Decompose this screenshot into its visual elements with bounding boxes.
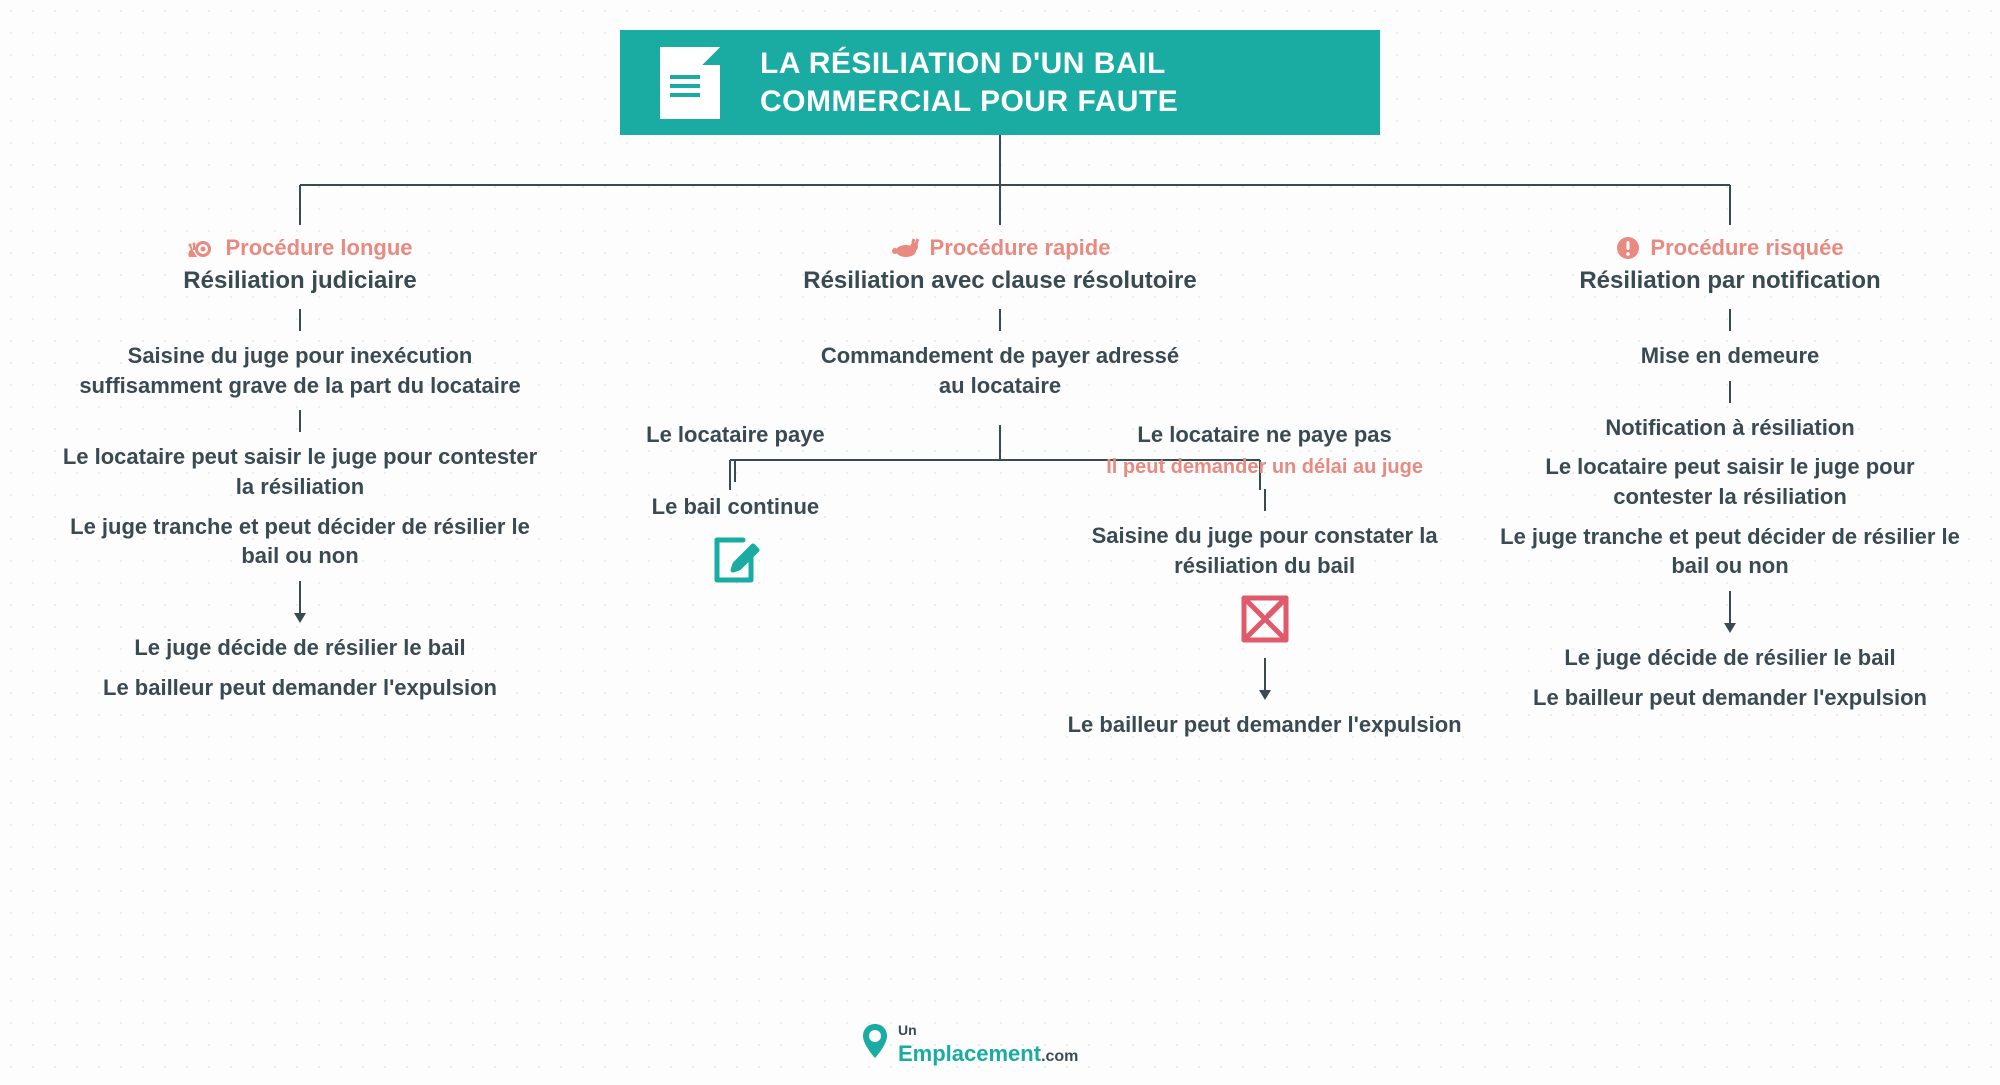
col2-right: Le locataire ne paye pas Il peut demande… <box>1039 420 1490 750</box>
header-box: LA RÉSILIATION D'UN BAIL COMMERCIAL POUR… <box>620 30 1380 135</box>
col3-title: Résiliation par notification <box>1500 267 1960 295</box>
col2-right-note: Il peut demander un délai au juge <box>1039 456 1490 479</box>
tag-risquee-label: Procédure risquée <box>1650 235 1843 261</box>
column-procedure-longue: Procédure longue Résiliation judiciaire … <box>60 235 540 713</box>
column-procedure-rapide: Procédure rapide Résiliation avec clause… <box>510 235 1490 750</box>
tag-rapide-label: Procédure rapide <box>930 235 1111 261</box>
arrow <box>1264 658 1266 698</box>
col2-left: Le locataire paye Le bail continue <box>510 420 961 750</box>
edit-continue-icon <box>707 532 763 588</box>
title-line1: LA RÉSILIATION D'UN BAIL <box>760 47 1166 80</box>
col2-title: Résiliation avec clause résolutoire <box>510 267 1490 295</box>
col3-step3a: Le juge décide de résilier le bail <box>1500 643 1960 673</box>
col3-step2b: Le locataire peut saisir le juge pour co… <box>1500 452 1960 511</box>
col3-step1: Mise en demeure <box>1500 341 1960 371</box>
connector <box>299 410 301 432</box>
col2-right-step3: Le bailleur peut demander l'expulsion <box>1039 710 1490 740</box>
tag-risquee: Procédure risquée <box>1616 235 1843 261</box>
rabbit-icon <box>890 237 920 259</box>
document-icon <box>660 47 720 119</box>
tag-longue-label: Procédure longue <box>225 235 412 261</box>
header-title: LA RÉSILIATION D'UN BAIL COMMERCIAL POUR… <box>760 45 1178 120</box>
logo-un: Un <box>898 1022 917 1038</box>
col2-left-head: Le locataire paye <box>510 420 961 450</box>
tag-longue: Procédure longue <box>187 235 412 261</box>
col3-step2a: Notification à résiliation <box>1500 413 1960 443</box>
arrow <box>1729 591 1731 631</box>
logo: Un Emplacement.com <box>860 1015 1078 1067</box>
col2-left-result: Le bail continue <box>510 492 961 522</box>
tag-rapide: Procédure rapide <box>890 235 1111 261</box>
col3-step3b: Le bailleur peut demander l'expulsion <box>1500 683 1960 713</box>
col2-step1: Commandement de payer adressé au locatai… <box>810 341 1190 400</box>
col1-step2a: Le locataire peut saisir le juge pour co… <box>60 442 540 501</box>
connector <box>1729 309 1731 331</box>
col1-step3a: Le juge décide de résilier le bail <box>60 633 540 663</box>
title-line2: COMMERCIAL POUR FAUTE <box>760 85 1178 118</box>
logo-emp: Emplacement <box>898 1041 1041 1066</box>
col2-split: Le locataire paye Le bail continue Le lo… <box>510 420 1490 750</box>
col1-step3b: Le bailleur peut demander l'expulsion <box>60 673 540 703</box>
col1-step1: Saisine du juge pour inexécution suffisa… <box>60 341 540 400</box>
snail-icon <box>187 237 215 259</box>
alert-icon <box>1616 236 1640 260</box>
col2-right-head: Le locataire ne paye pas <box>1039 420 1490 450</box>
connector <box>1729 381 1731 403</box>
arrow <box>299 581 301 621</box>
connector <box>1264 489 1266 511</box>
connector <box>999 309 1001 331</box>
pin-icon <box>860 1022 890 1060</box>
terminate-icon <box>1236 590 1294 648</box>
column-procedure-risquee: Procédure risquée Résiliation par notifi… <box>1500 235 1960 723</box>
col3-step2c: Le juge tranche et peut décider de résil… <box>1500 522 1960 581</box>
col1-step2b: Le juge tranche et peut décider de résil… <box>60 512 540 571</box>
logo-com: .com <box>1041 1048 1078 1065</box>
connector <box>734 460 736 482</box>
col2-right-step2: Saisine du juge pour constater la résili… <box>1039 521 1490 580</box>
col1-title: Résiliation judiciaire <box>60 267 540 295</box>
connector <box>299 309 301 331</box>
